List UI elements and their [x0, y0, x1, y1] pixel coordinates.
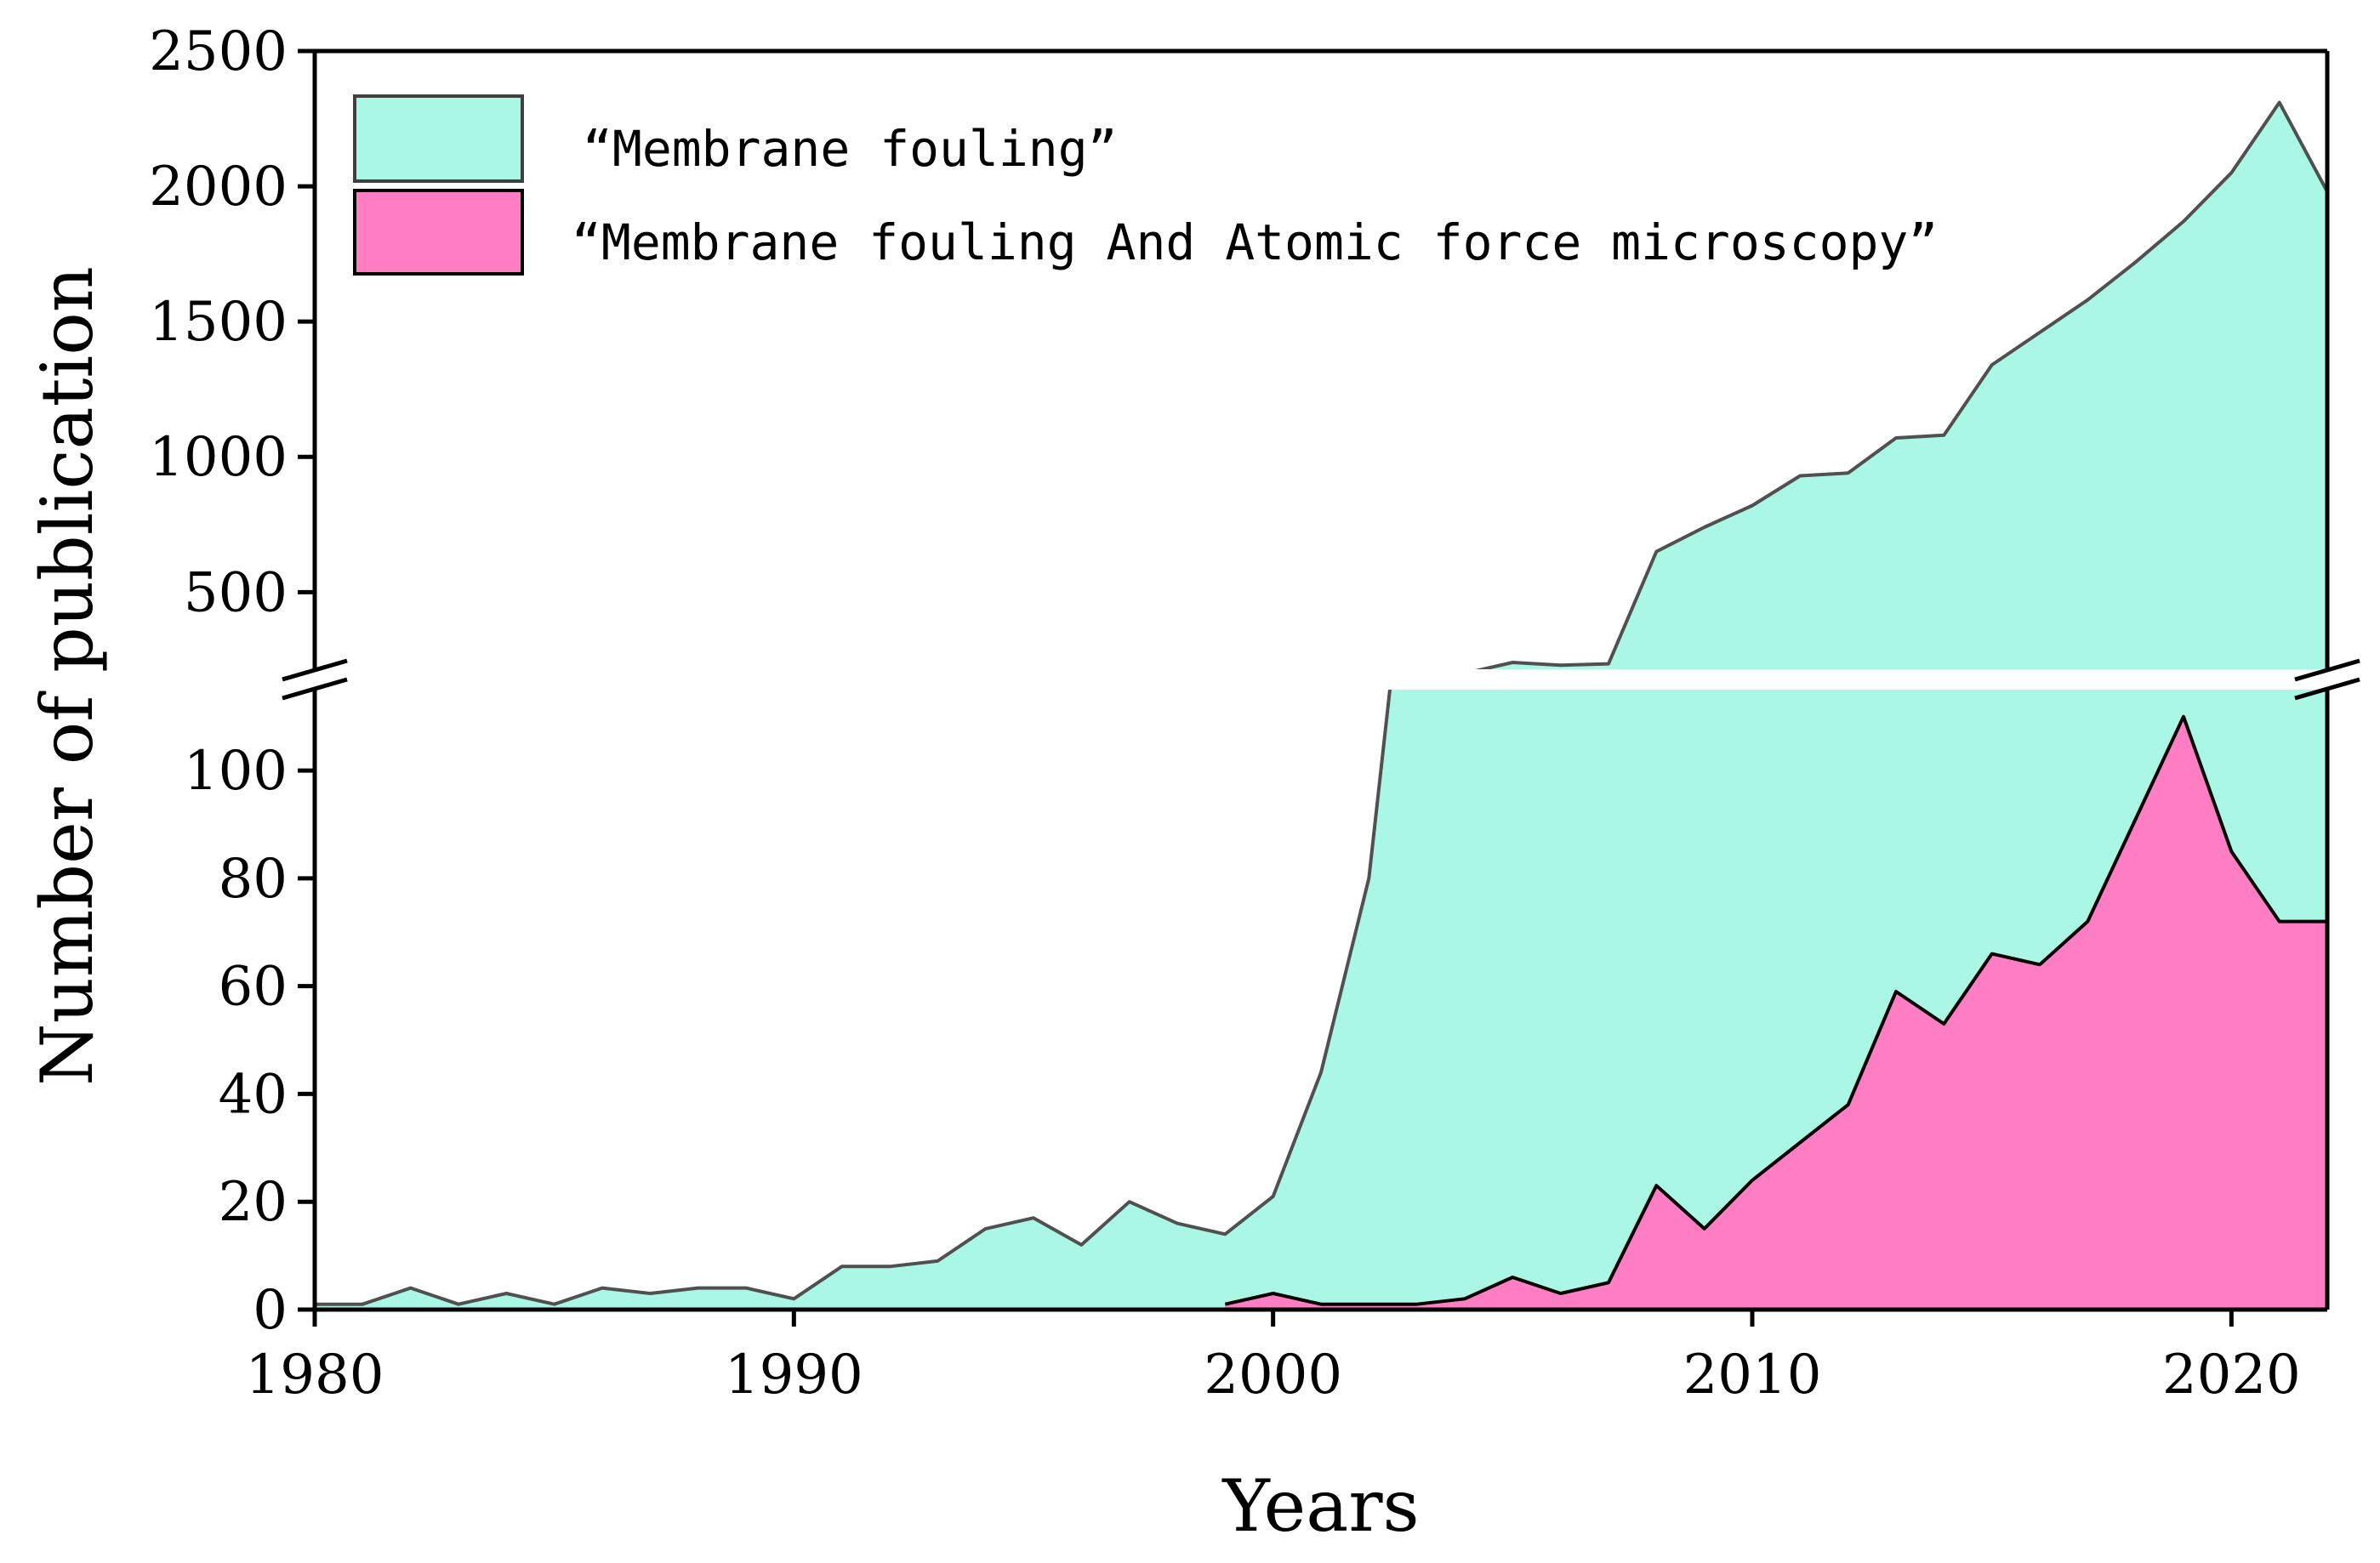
y-tick-label-20: 20	[219, 1171, 288, 1234]
legend: “Membrane fouling” “Membrane fouling And…	[353, 94, 1938, 276]
x-axis-title: Years	[1221, 1464, 1419, 1548]
membrane-fouling-line-lower	[315, 690, 1392, 1306]
legend-swatch-membrane-fouling	[353, 94, 524, 183]
afm-area-lower	[1225, 716, 2327, 1310]
y-tick-label-2500: 2500	[149, 20, 288, 83]
axis-break-mark-left-1	[282, 658, 348, 682]
afm-line-lower	[1224, 714, 2327, 1306]
areas-layer	[315, 100, 2327, 1310]
membrane-fouling-line-upper	[1475, 100, 2327, 669]
upper-panel	[1475, 100, 2327, 669]
ticks-layer: 1980 1990 2000 2010 2020 0 20 40 60 80 100 500 1000 1…	[149, 20, 2301, 1407]
x-tick-label-2010: 2010	[1683, 1344, 1822, 1407]
x-tick-label-2020: 2020	[2162, 1344, 2301, 1407]
axis-break-mark-right-2	[2294, 677, 2360, 701]
frame-layer	[282, 48, 2360, 1312]
x-tick-label-1990: 1990	[725, 1344, 863, 1407]
lower-panel	[315, 690, 2327, 1310]
axis-break-band	[306, 669, 2353, 690]
y-tick-label-0: 0	[253, 1279, 288, 1342]
y-tick-label-1500: 1500	[149, 291, 288, 354]
y-tick-label-60: 60	[219, 956, 288, 1019]
x-tick-label-1980: 1980	[246, 1344, 384, 1407]
legend-label-membrane-fouling: “Membrane fouling”	[583, 120, 1118, 178]
y-tick-label-500: 500	[184, 561, 288, 624]
membrane-fouling-area-upper	[1483, 102, 2327, 669]
y-tick-label-40: 40	[219, 1063, 288, 1126]
y-tick-label-80: 80	[219, 848, 288, 911]
axis-break-mark-right-1	[2294, 658, 2360, 682]
x-tick-label-2000: 2000	[1204, 1344, 1342, 1407]
y-tick-label-1000: 1000	[149, 426, 288, 489]
y-tick-label-100: 100	[184, 740, 288, 803]
legend-label-afm: “Membrane fouling And Atomic force micro…	[572, 213, 1938, 271]
legend-swatch-afm	[353, 189, 524, 276]
y-axis-title: Number of publication	[26, 266, 109, 1086]
axis-break-mark-left-2	[282, 677, 348, 701]
y-tick-label-2000: 2000	[149, 156, 288, 219]
